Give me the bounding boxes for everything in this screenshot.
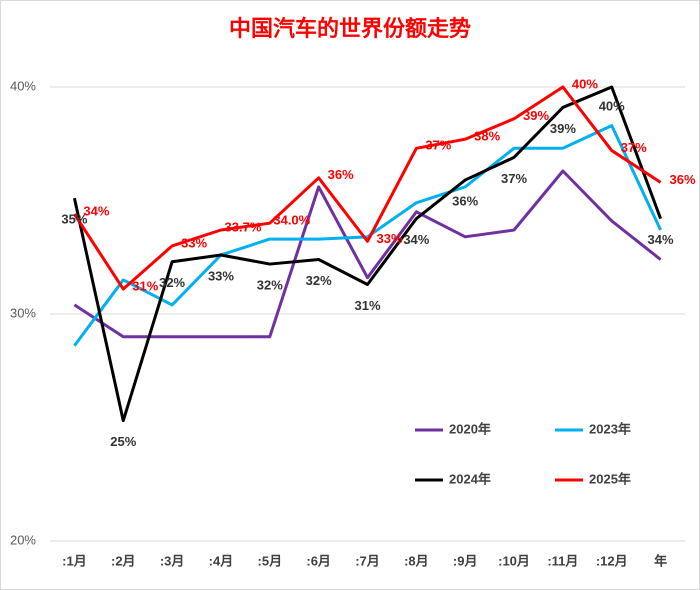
x-tick-label: :2月 <box>111 553 136 568</box>
value-label: 35% <box>61 212 87 227</box>
x-tick-label: :6月 <box>306 553 331 568</box>
value-label: 39% <box>550 121 576 136</box>
value-label: 39% <box>523 108 549 123</box>
value-label: 32% <box>257 277 283 292</box>
x-tick-label: :7月 <box>355 553 380 568</box>
value-label: 37% <box>621 140 647 155</box>
value-label: 36% <box>452 194 478 209</box>
value-label: 33% <box>181 235 207 250</box>
legend-label: 2023年 <box>589 421 631 436</box>
x-tick-label: :12月 <box>596 553 628 568</box>
value-label: 31% <box>354 298 380 313</box>
series-line <box>73 124 662 347</box>
value-label: 34% <box>83 204 109 219</box>
value-label: 33% <box>208 268 234 283</box>
chart-title: 中国汽车的世界份额走势 <box>229 16 471 41</box>
series-line <box>73 169 662 339</box>
value-label: 36% <box>328 167 354 182</box>
legend-label: 2025年 <box>589 471 631 486</box>
series-line <box>72 85 662 423</box>
value-label: 34% <box>648 232 674 247</box>
value-label: 37% <box>425 138 451 153</box>
legend-label: 2020年 <box>449 421 491 436</box>
x-tick-label: :10月 <box>498 553 530 568</box>
y-tick-label: 30% <box>10 305 36 320</box>
x-tick-label: :5月 <box>258 553 283 568</box>
series-line <box>73 85 662 291</box>
value-label: 32% <box>306 273 332 288</box>
value-label: 31% <box>132 278 158 293</box>
value-label: 25% <box>110 434 136 449</box>
y-tick-label: 40% <box>10 78 36 93</box>
value-label: 37% <box>501 171 527 186</box>
value-label: 33% <box>376 231 402 246</box>
value-label: 34% <box>403 232 429 247</box>
value-label: 34.0% <box>273 213 310 228</box>
value-label: 40% <box>599 98 625 113</box>
value-label: 33.7% <box>225 219 262 234</box>
legend-label: 2024年 <box>449 471 491 486</box>
x-tick-label: :11月 <box>547 553 578 568</box>
y-tick-label: 20% <box>10 532 36 547</box>
x-tick-label: 年 <box>654 553 667 568</box>
x-tick-label: :9月 <box>453 553 478 568</box>
value-label: 36% <box>670 172 696 187</box>
x-tick-label: :3月 <box>160 553 185 568</box>
x-tick-label: :1月 <box>62 553 87 568</box>
x-tick-label: :8月 <box>404 553 429 568</box>
value-label: 32% <box>159 275 185 290</box>
x-tick-label: :4月 <box>209 553 234 568</box>
value-label: 40% <box>572 76 598 91</box>
value-label: 38% <box>474 129 500 144</box>
